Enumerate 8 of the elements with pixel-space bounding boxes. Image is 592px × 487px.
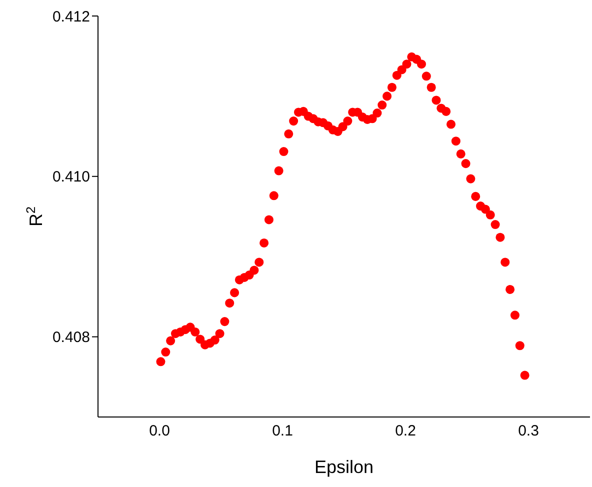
x-tick-label: 0.0: [149, 422, 170, 440]
x-tick-label: 0.1: [272, 422, 293, 440]
x-tick-label: 0.2: [395, 422, 416, 440]
y-tick-label: 0.408: [52, 329, 90, 346]
x-axis-title: Epsilon: [314, 457, 374, 477]
y-tick-label: 0.410: [52, 168, 90, 186]
y-tick-label: 0.412: [52, 8, 90, 26]
x-tick-label: 0.3: [518, 422, 539, 440]
